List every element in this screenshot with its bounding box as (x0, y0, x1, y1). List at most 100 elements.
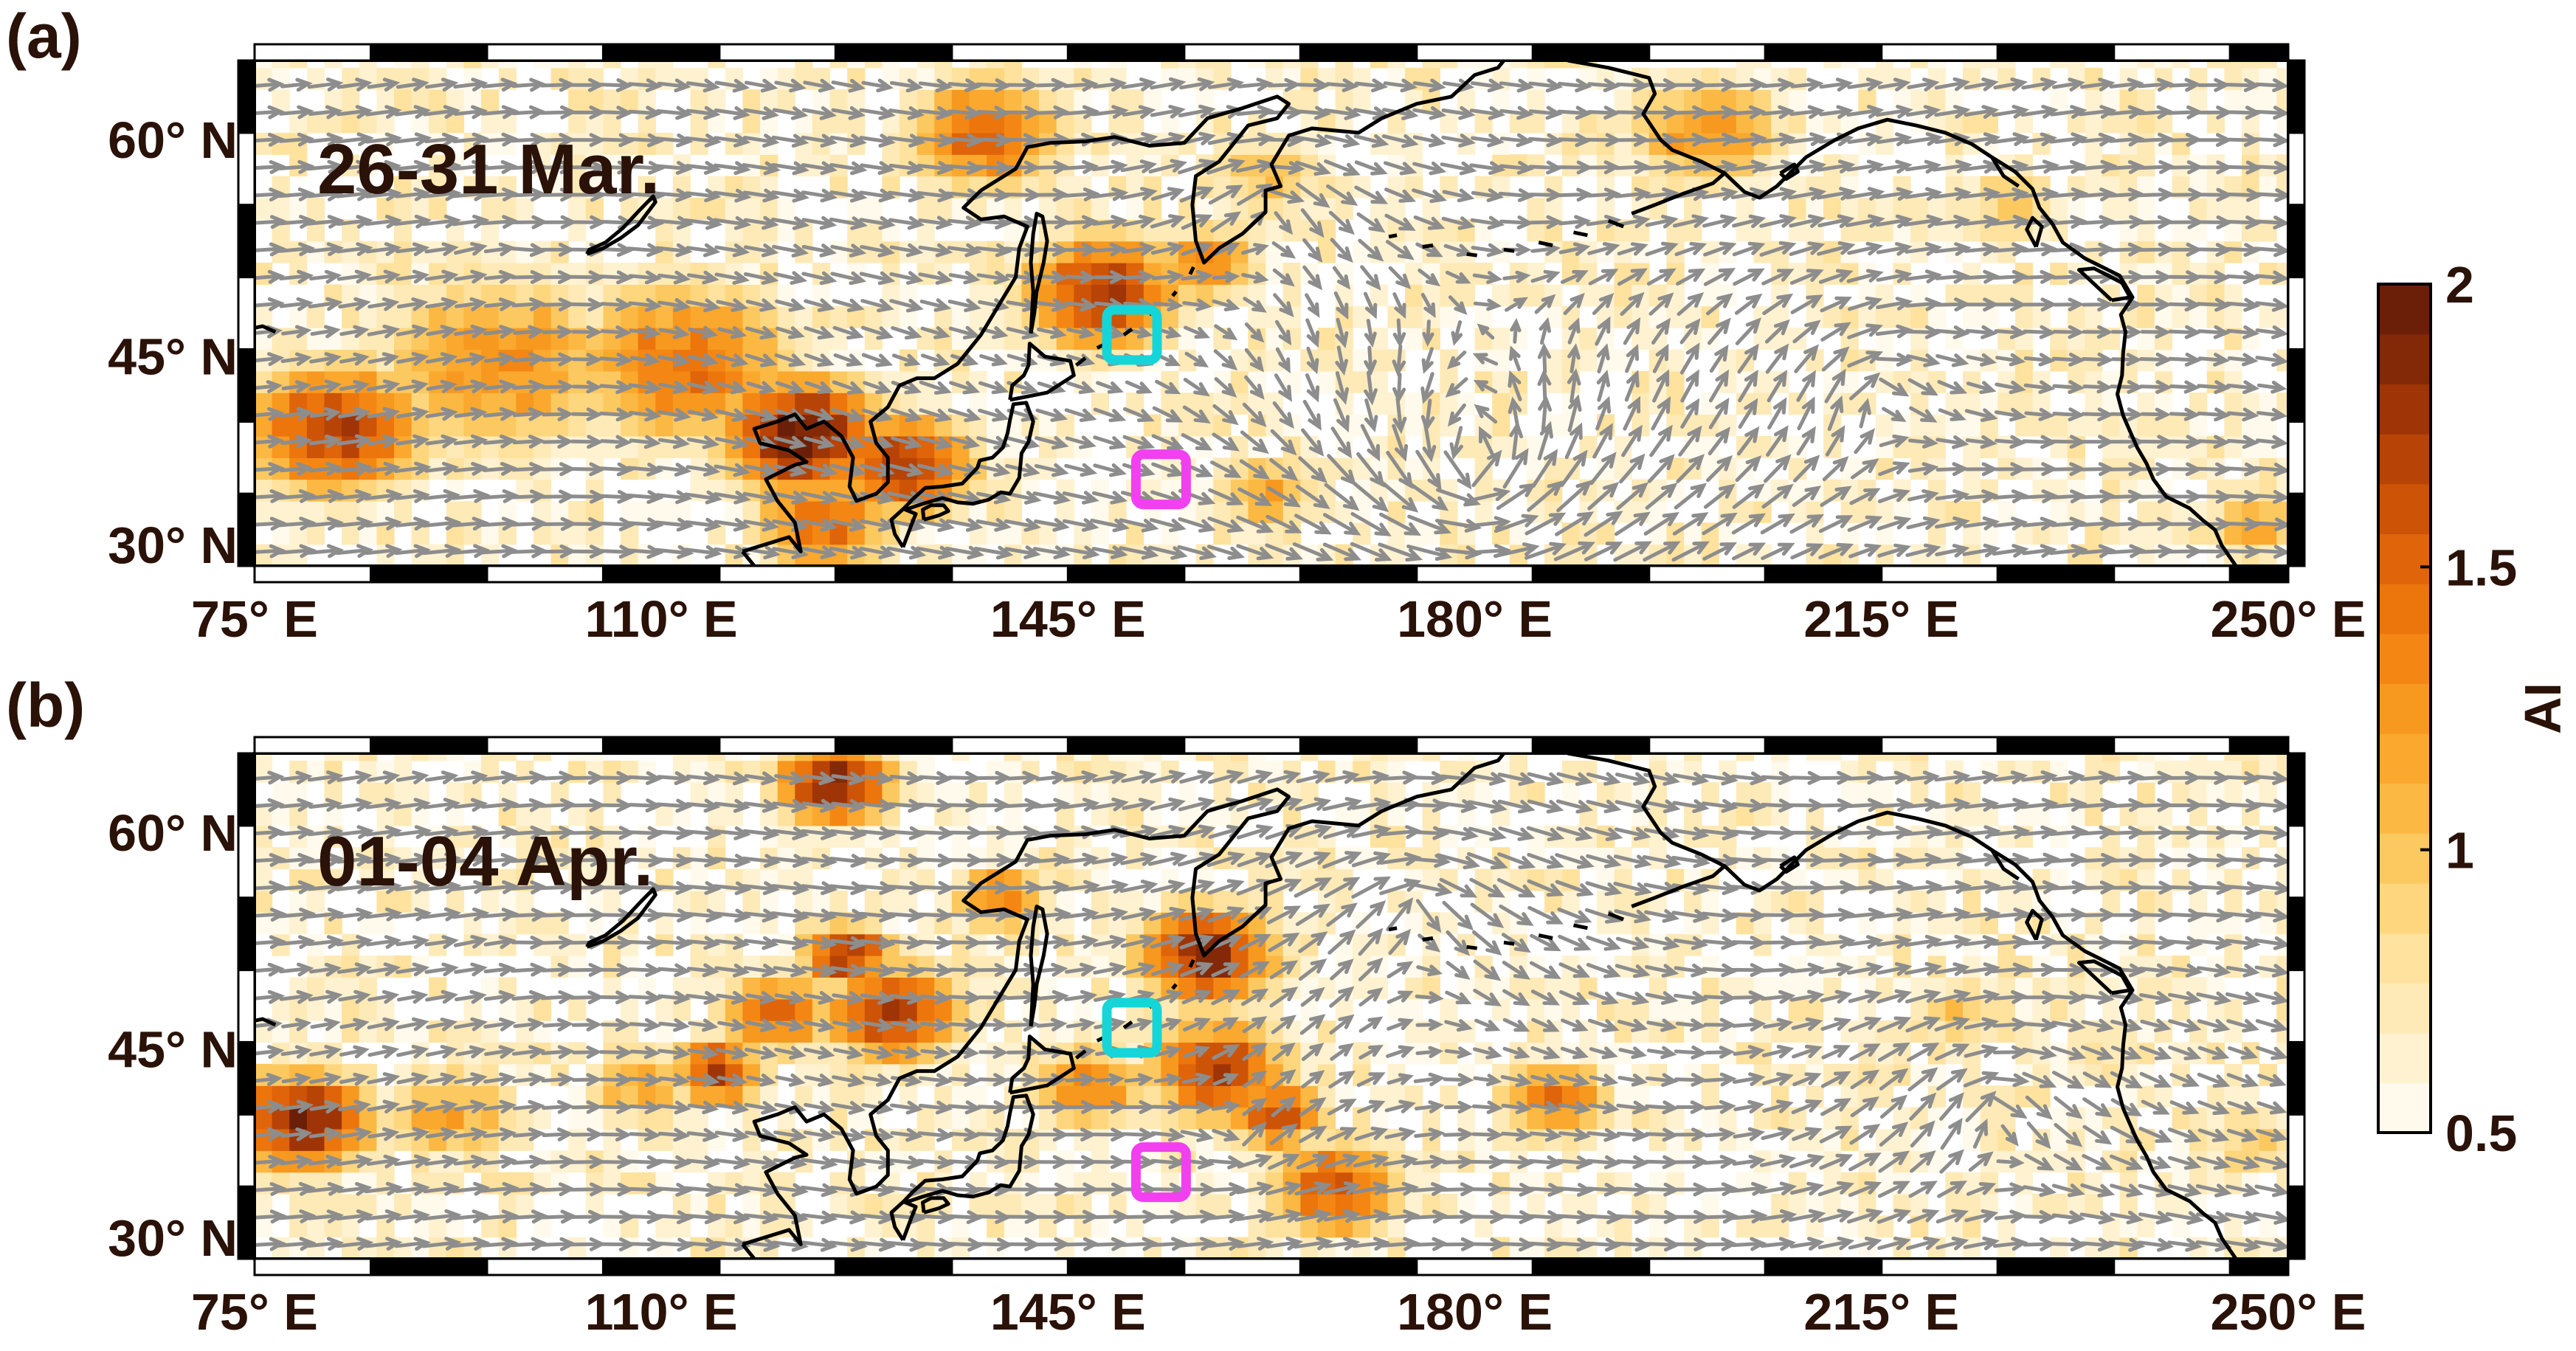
ai-cell (2224, 370, 2242, 393)
ai-cell (1387, 61, 1406, 69)
ai-cell (2137, 263, 2155, 285)
frame-segment-top (1880, 43, 1999, 62)
panel-a-y-tick-labels: 30° N45° N60° N (108, 111, 238, 574)
frame-segment-top (369, 43, 488, 62)
ai-cell (1056, 197, 1074, 220)
frame-segment-bottom (1299, 564, 1418, 584)
frame-segment-bottom (486, 564, 604, 584)
ai-cell (1230, 370, 1249, 393)
ai-cell (934, 197, 953, 220)
frame-segment-top (2228, 43, 2290, 62)
x-tick-label: 250° E (2211, 590, 2366, 648)
ai-cell (585, 197, 604, 220)
ai-cell (1387, 1237, 1406, 1259)
ai-cell (2224, 500, 2242, 523)
ai-cell (1213, 1193, 1232, 1216)
ai-cell (655, 1063, 674, 1086)
ai-cell (2050, 263, 2068, 285)
ai-cell (306, 1107, 325, 1130)
ai-cell (1387, 1085, 1406, 1108)
ai-cell (655, 132, 674, 155)
ai-cell (1091, 890, 1110, 913)
ai-cell (1178, 263, 1197, 285)
ai-cell (847, 61, 866, 69)
frame-segment-bottom (1880, 564, 1999, 584)
ai-cell (1230, 1107, 1249, 1130)
ai-cell (568, 370, 587, 393)
ai-cell (1963, 370, 1981, 393)
ai-cell (1823, 1193, 1842, 1216)
ai-cell (1004, 61, 1022, 69)
ai-cell (969, 61, 987, 69)
ai-cell (777, 933, 795, 956)
coastline (1466, 252, 1478, 258)
ai-cell (1178, 977, 1197, 1000)
panel-b: (b) 01-04 Apr. 30° N45° N60° N 75° E 110°… (6, 671, 2366, 1341)
ai-cell (655, 1107, 674, 1130)
ai-cell (795, 500, 813, 523)
ai-cell (481, 89, 500, 112)
ai-cell (951, 1085, 970, 1108)
ai-cell (1405, 305, 1423, 328)
ai-cell (1963, 197, 1981, 220)
ai-cell (829, 89, 848, 112)
ai-cell (1370, 61, 1389, 69)
ai-cell (1910, 825, 1929, 848)
ai-cell (1579, 349, 1598, 372)
ai-cell (916, 61, 935, 69)
ai-cell (1039, 1085, 1057, 1108)
ai-cell (934, 89, 953, 112)
ai-cell (1544, 977, 1563, 1000)
ai-cell (568, 544, 587, 566)
ai-cell (1178, 61, 1197, 69)
ai-cell (1492, 393, 1510, 415)
ai-cell (1230, 284, 1249, 307)
ai-cell (1701, 132, 1719, 155)
x-tick-label: 145° E (990, 590, 1146, 648)
ai-cell (2050, 500, 2068, 523)
ai-cell (829, 890, 848, 913)
frame-segment-bottom (1996, 564, 2116, 584)
ai-cell (1213, 1237, 1232, 1259)
ai-cell (1091, 197, 1110, 220)
ai-cell (1195, 998, 1214, 1021)
ai-cell (1875, 197, 1894, 220)
ai-cell (324, 61, 342, 69)
x-tick-label: 110° E (585, 590, 738, 648)
ai-cell (255, 890, 273, 913)
ai-cell (1963, 414, 1981, 437)
ai-cell (1527, 1237, 1545, 1259)
ai-cell (1004, 89, 1022, 112)
ai-cell (255, 1085, 273, 1108)
ai-cell (638, 61, 656, 69)
ai-cell (394, 61, 412, 69)
ai-cell (1004, 1193, 1022, 1216)
ai-cell (1056, 500, 1074, 523)
ai-cell (1457, 977, 1476, 1000)
ai-cell (2242, 197, 2260, 220)
frame-segment-top (1415, 43, 1534, 62)
ai-cell (481, 414, 500, 437)
ai-cell (2224, 305, 2242, 328)
ai-cell (1405, 998, 1423, 1021)
ai-cell (916, 998, 935, 1021)
ai-cell (2137, 414, 2155, 437)
ai-cell (1004, 500, 1022, 523)
ai-cell (1648, 111, 1667, 134)
ai-cell (1963, 263, 1981, 285)
frame-segment-top (1183, 43, 1302, 62)
ai-cell (655, 263, 674, 285)
frame-segment-left (237, 204, 256, 279)
ai-cell (1875, 435, 1894, 458)
ai-cell (568, 956, 587, 978)
ai-cell (864, 61, 883, 69)
ai-cell (916, 89, 935, 112)
ai-cell (550, 61, 569, 69)
ai-cell (568, 435, 587, 458)
ai-cell (568, 1128, 587, 1151)
ai-cell (1161, 61, 1179, 69)
ai-cell (1474, 61, 1493, 69)
ai-cell (394, 782, 412, 805)
ai-cell (1300, 132, 1319, 155)
ai-cell (864, 544, 883, 566)
